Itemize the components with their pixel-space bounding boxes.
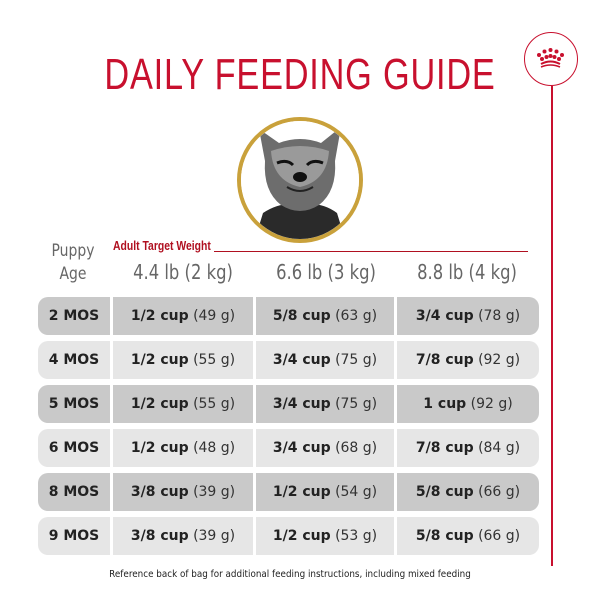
portion-cell: 5/8 cup (63 g) xyxy=(256,297,394,335)
cup-amount: 3/4 cup xyxy=(415,308,474,324)
cup-amount: 1/2 cup xyxy=(130,352,189,368)
gram-amount: (48 g) xyxy=(193,440,236,456)
gram-amount: (84 g) xyxy=(478,440,521,456)
cup-amount: 1/2 cup xyxy=(130,396,189,412)
age-cell: 5 MOS xyxy=(38,385,110,423)
gram-amount: (78 g) xyxy=(478,308,521,324)
gram-amount: (68 g) xyxy=(335,440,378,456)
gram-amount: (39 g) xyxy=(193,484,236,500)
gram-amount: (66 g) xyxy=(478,484,521,500)
gram-amount: (92 g) xyxy=(470,396,513,412)
brand-divider-line xyxy=(551,86,553,566)
cup-amount: 1/2 cup xyxy=(130,440,189,456)
cup-amount: 1/2 cup xyxy=(272,528,331,544)
portion-cell: 1/2 cup (54 g) xyxy=(256,473,394,511)
gram-amount: (39 g) xyxy=(193,528,236,544)
gram-amount: (66 g) xyxy=(478,528,521,544)
cup-amount: 5/8 cup xyxy=(272,308,331,324)
table-row: 2 MOS 1/2 cup (49 g) 5/8 cup (63 g) 3/4 cup… xyxy=(38,297,539,335)
portion-cell: 3/8 cup (39 g) xyxy=(113,517,253,555)
table-row: 8 MOS 3/8 cup (39 g) 1/2 cup (54 g) 5/8 cup… xyxy=(38,473,539,511)
cup-amount: 1/2 cup xyxy=(272,484,331,500)
cup-amount: 3/4 cup xyxy=(272,396,331,412)
brand-logo xyxy=(524,32,578,86)
cup-amount: 7/8 cup xyxy=(415,440,474,456)
cup-amount: 3/8 cup xyxy=(130,484,189,500)
table-row: 4 MOS 1/2 cup (55 g) 3/4 cup (75 g) 7/8 cup… xyxy=(38,341,539,379)
weight-label-divider xyxy=(214,251,528,252)
table-row: 9 MOS 3/8 cup (39 g) 1/2 cup (53 g) 5/8 cup… xyxy=(38,517,539,555)
age-cell: 9 MOS xyxy=(38,517,110,555)
column-header-3kg: 6.6 lb (3 kg) xyxy=(276,260,376,284)
age-cell: 8 MOS xyxy=(38,473,110,511)
cup-amount: 5/8 cup xyxy=(415,528,474,544)
gram-amount: (63 g) xyxy=(335,308,378,324)
portion-cell: 7/8 cup (92 g) xyxy=(397,341,539,379)
portion-cell: 3/4 cup (68 g) xyxy=(256,429,394,467)
table-row: 5 MOS 1/2 cup (55 g) 3/4 cup (75 g) 1 cup (… xyxy=(38,385,539,423)
cup-amount: 1 cup xyxy=(423,396,467,412)
crown-icon xyxy=(537,48,564,68)
cup-amount: 3/4 cup xyxy=(272,440,331,456)
portion-cell: 3/8 cup (39 g) xyxy=(113,473,253,511)
gram-amount: (49 g) xyxy=(193,308,236,324)
portion-cell: 1 cup (92 g) xyxy=(397,385,539,423)
portion-cell: 3/4 cup (75 g) xyxy=(256,341,394,379)
portion-cell: 1/2 cup (48 g) xyxy=(113,429,253,467)
age-cell: 2 MOS xyxy=(38,297,110,335)
age-header-line2: Age xyxy=(59,264,87,284)
portion-cell: 7/8 cup (84 g) xyxy=(397,429,539,467)
gram-amount: (75 g) xyxy=(335,396,378,412)
gram-amount: (53 g) xyxy=(335,528,378,544)
table-row: 6 MOS 1/2 cup (48 g) 3/4 cup (68 g) 7/8 cup… xyxy=(38,429,539,467)
portion-cell: 1/2 cup (53 g) xyxy=(256,517,394,555)
portion-cell: 5/8 cup (66 g) xyxy=(397,473,539,511)
cup-amount: 3/4 cup xyxy=(272,352,331,368)
gram-amount: (55 g) xyxy=(193,396,236,412)
age-cell: 4 MOS xyxy=(38,341,110,379)
gram-amount: (92 g) xyxy=(478,352,521,368)
cup-amount: 3/8 cup xyxy=(130,528,189,544)
cup-amount: 1/2 cup xyxy=(130,308,189,324)
portion-cell: 3/4 cup (78 g) xyxy=(397,297,539,335)
column-header-2kg: 4.4 lb (2 kg) xyxy=(133,260,233,284)
puppy-photo xyxy=(237,117,363,243)
portion-cell: 5/8 cup (66 g) xyxy=(397,517,539,555)
portion-cell: 1/2 cup (49 g) xyxy=(113,297,253,335)
age-header-line1: Puppy xyxy=(51,241,95,261)
footer-note: Reference back of bag for additional fee… xyxy=(109,569,471,580)
age-cell: 6 MOS xyxy=(38,429,110,467)
gram-amount: (54 g) xyxy=(335,484,378,500)
portion-cell: 1/2 cup (55 g) xyxy=(113,385,253,423)
cup-amount: 7/8 cup xyxy=(415,352,474,368)
age-column-header: Puppy Age xyxy=(44,240,101,286)
page-title: DAILY FEEDING GUIDE xyxy=(104,50,496,99)
gram-amount: (75 g) xyxy=(335,352,378,368)
portion-cell: 1/2 cup (55 g) xyxy=(113,341,253,379)
cup-amount: 5/8 cup xyxy=(415,484,474,500)
column-header-4kg: 8.8 lb (4 kg) xyxy=(417,260,517,284)
portion-cell: 3/4 cup (75 g) xyxy=(256,385,394,423)
adult-target-weight-label: Adult Target Weight xyxy=(113,238,211,253)
gram-amount: (55 g) xyxy=(193,352,236,368)
